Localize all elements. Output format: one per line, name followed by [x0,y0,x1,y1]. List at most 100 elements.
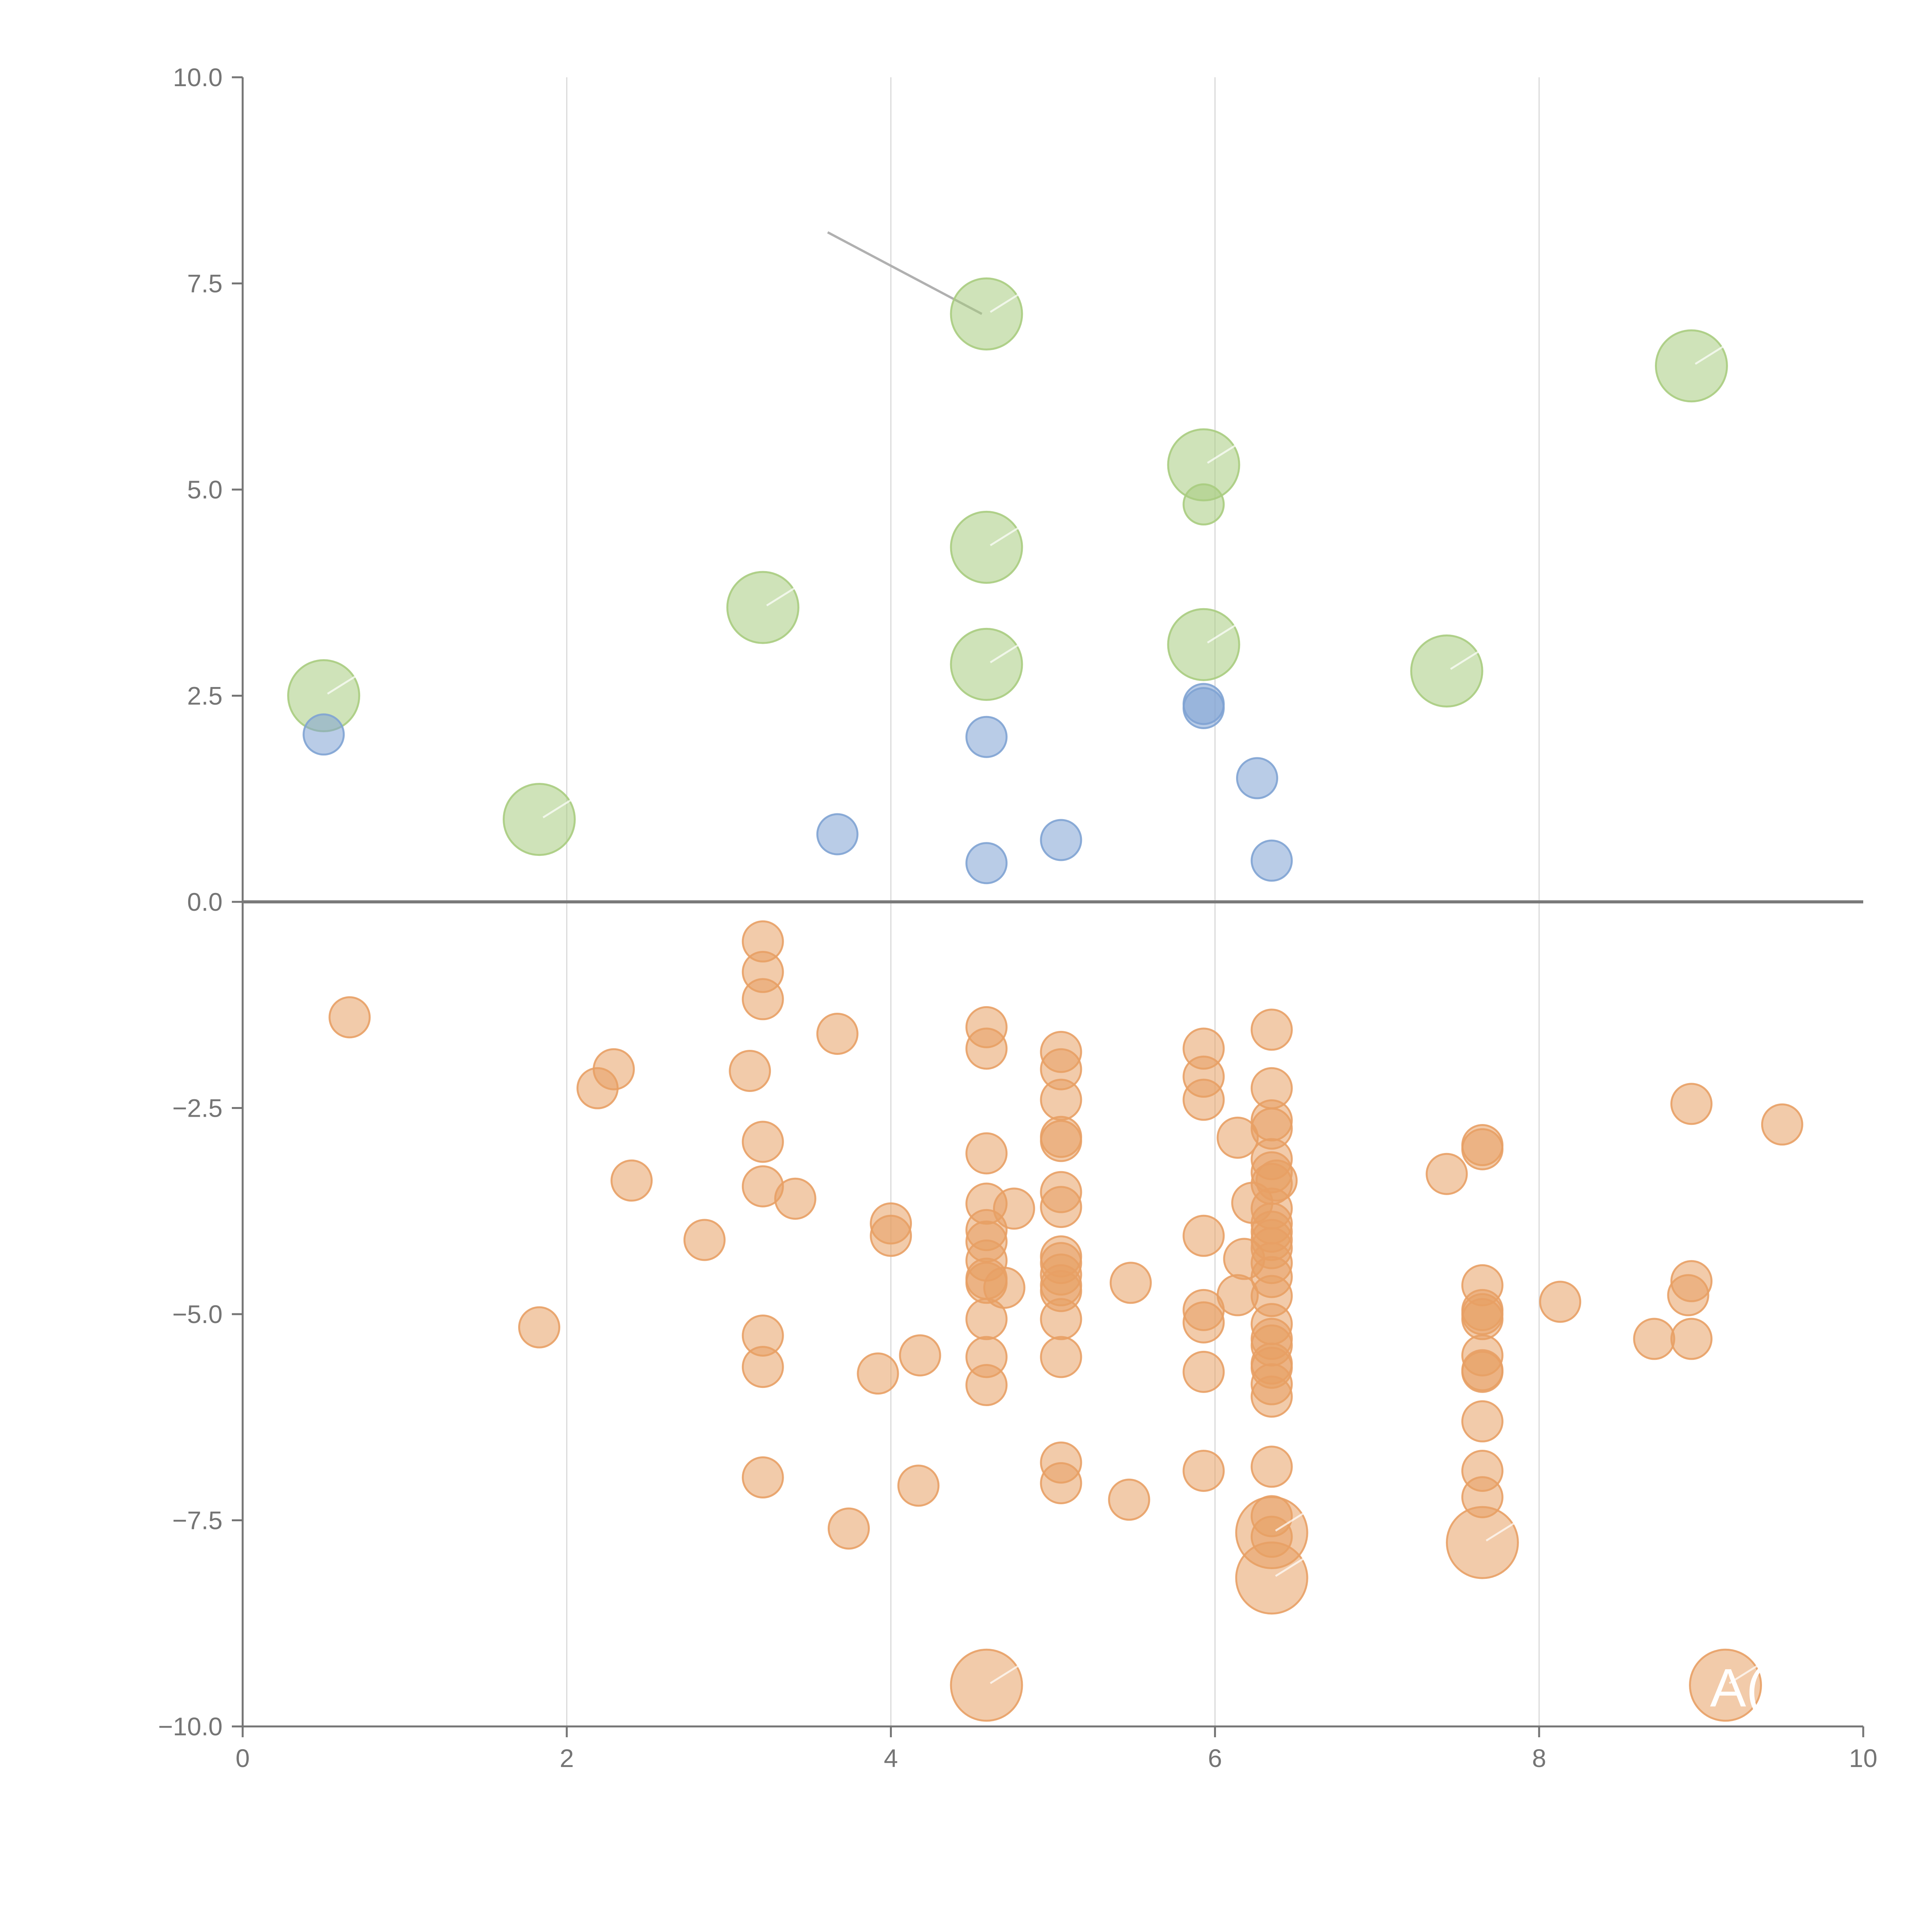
bubble-leader-mark [1207,622,1239,644]
orange-point [1040,1078,1082,1121]
x-tick-label: 0 [236,1744,250,1772]
orange-point [1633,1318,1675,1360]
orange-point [1670,1318,1713,1360]
orange-point [1539,1281,1582,1323]
orange-point [965,1132,1008,1175]
bubble-leader-mark [1729,1663,1761,1684]
orange-point [1461,1350,1503,1393]
blue-point [965,716,1008,758]
y-tick-label: 7.5 [187,269,223,298]
orange-point [965,1027,1008,1070]
orange-point [857,1352,899,1395]
orange-point [983,1267,1026,1309]
green-point [950,510,1023,584]
orange-point [1235,1541,1308,1615]
orange-point [1108,1478,1150,1521]
orange-point [742,1121,784,1163]
x-tick-label: 4 [884,1744,898,1772]
bubble-leader-mark [990,642,1022,663]
orange-point [774,1177,816,1220]
blue-point [816,813,859,855]
orange-point [328,996,371,1039]
orange-point [742,1346,784,1388]
bubble-leader-mark [1450,649,1482,670]
green-point [1410,634,1483,707]
orange-point [1040,1336,1082,1378]
y-tick-label: −7.5 [172,1506,223,1535]
orange-point [1182,1350,1225,1393]
y-tick-label: −5.0 [172,1300,223,1328]
green-point [1655,329,1728,403]
data-points [287,277,1803,1722]
point-annotation: A( [1710,1657,1764,1718]
bubble-leader-mark [990,525,1022,546]
blue-point [1236,757,1278,799]
orange-point [828,1507,870,1550]
orange-point [1250,1375,1293,1418]
orange-point [1250,1446,1293,1488]
orange-point [1255,1159,1298,1202]
blue-point [303,713,345,756]
x-tick-label: 8 [1532,1744,1546,1772]
bubble-leader-mark [1207,442,1239,464]
orange-point [1182,1078,1225,1121]
orange-point [1689,1648,1762,1722]
orange-point [1109,1262,1152,1304]
x-tick-label: 10 [1849,1744,1877,1772]
x-tick-label: 6 [1208,1744,1222,1772]
orange-point [1670,1083,1713,1125]
bubble-leader-mark [990,292,1022,313]
orange-point [683,1219,726,1261]
bubble-leader-mark [543,797,575,818]
green-point [726,571,799,644]
orange-point [897,1464,940,1507]
orange-point [729,1049,771,1092]
bubble-leader-mark [1275,1556,1307,1577]
blue-point [1182,687,1225,730]
bubble-leader-mark [766,585,798,607]
orange-point [993,1187,1035,1230]
orange-point [1670,1260,1713,1303]
green-point [503,783,576,856]
annotations: A( [1710,1657,1764,1718]
y-tick-label: −10.0 [158,1712,223,1741]
axes: 0 2 4 6 8 10 10.0 7.5 5.0 2.5 0.0 −2.5 −5.0 −7.5 −10.0 [158,63,1878,1772]
orange-point [965,1364,1008,1406]
orange-point [1461,1298,1503,1340]
bubble-leader-mark [990,1663,1022,1684]
orange-point [950,1648,1023,1722]
orange-point [1040,1120,1082,1162]
orange-point [1040,1298,1082,1340]
orange-point [1040,1186,1082,1228]
orange-point [1446,1506,1519,1579]
y-tick-label: 10.0 [173,63,223,92]
orange-point [742,1456,784,1499]
orange-point [1425,1153,1468,1195]
y-tick-label: 0.0 [187,888,223,916]
bubble-leader-mark [1486,1520,1518,1542]
bubble-leader-mark [327,673,359,695]
orange-point [899,1334,941,1377]
orange-point [742,978,784,1020]
green-point [1182,483,1225,526]
orange-point [816,1012,859,1055]
bubble-leader-mark [1275,1510,1307,1532]
orange-point [1461,1400,1503,1442]
orange-point [518,1306,561,1349]
blue-point [1040,819,1082,861]
orange-point [592,1048,635,1090]
orange-point [1182,1301,1225,1344]
bubble-leader-mark [1695,344,1727,365]
orange-point [1182,1449,1225,1492]
orange-point [611,1159,653,1202]
orange-point [870,1214,912,1257]
orange-point [1182,1214,1225,1257]
green-point [950,277,1023,350]
y-tick-label: 5.0 [187,475,223,504]
orange-point [1461,1128,1503,1170]
orange-point [1250,1009,1293,1051]
y-tick-label: 2.5 [187,682,223,710]
y-tick-label: −2.5 [172,1094,223,1122]
blue-point [965,842,1008,884]
